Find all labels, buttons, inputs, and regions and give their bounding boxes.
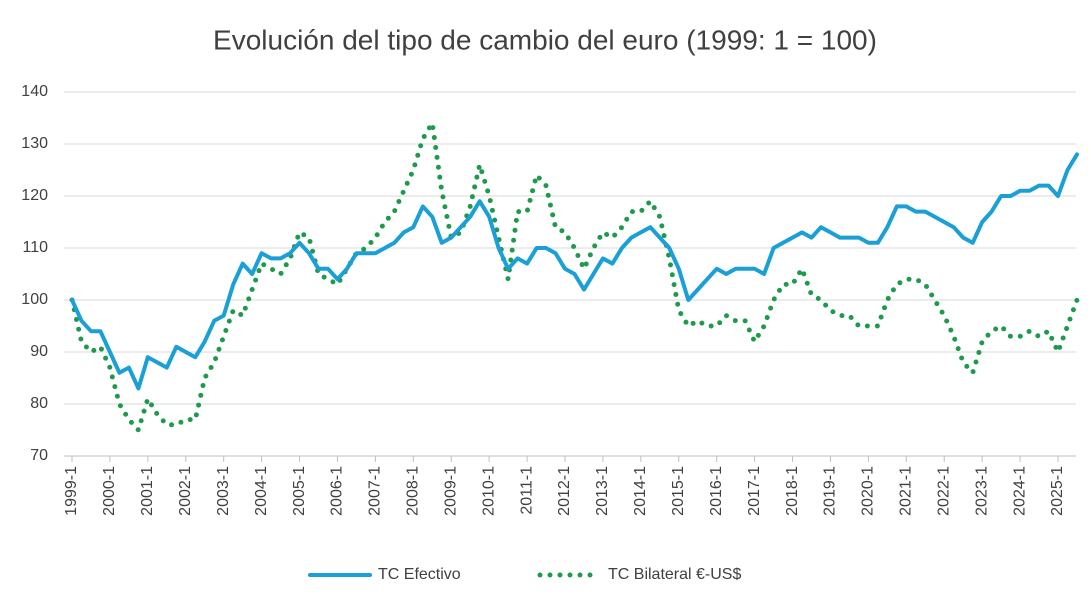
- x-tick-label: 2004-1: [253, 466, 270, 516]
- x-tick-label: 2010-1: [480, 466, 497, 516]
- x-tick-label: 2025-1: [1049, 466, 1066, 516]
- x-tick-label: 2013-1: [594, 466, 611, 516]
- y-tick-label: 130: [21, 135, 48, 152]
- series-line: [69, 120, 1080, 433]
- y-tick-label: 80: [30, 395, 48, 412]
- x-tick-label: 2021-1: [898, 466, 915, 516]
- x-tick-label: 2012-1: [556, 466, 573, 516]
- legend-label: TC Bilateral €-US$: [608, 566, 741, 583]
- x-tick-label: 2019-1: [822, 466, 839, 516]
- y-tick-label: 90: [30, 343, 48, 360]
- x-tick-label: 2006-1: [329, 466, 346, 516]
- x-tick-label: 2000-1: [101, 466, 118, 516]
- x-tick-label: 2020-1: [860, 466, 877, 516]
- x-tick-label: 1999-1: [63, 466, 80, 516]
- y-tick-label: 110: [22, 239, 48, 256]
- x-tick-label: 2023-1: [973, 466, 990, 516]
- x-tick-label: 2018-1: [784, 466, 801, 516]
- y-tick-label: 140: [21, 83, 48, 100]
- x-tick-label: 2007-1: [367, 466, 384, 516]
- x-tick-label: 2017-1: [746, 466, 763, 516]
- x-tick-label: 2015-1: [670, 466, 687, 516]
- x-tick-label: 2002-1: [177, 466, 194, 516]
- x-tick-label: 2003-1: [215, 466, 232, 516]
- x-tick-label: 2022-1: [935, 466, 952, 516]
- x-tick-label: 2001-1: [139, 466, 156, 516]
- series-line: [70, 152, 1079, 391]
- y-tick-label: 120: [21, 187, 48, 204]
- y-tick-label: 70: [30, 447, 48, 464]
- x-tick-label: 2024-1: [1011, 466, 1028, 516]
- x-tick-label: 2011-1: [518, 466, 535, 515]
- x-tick-label: 2014-1: [632, 466, 649, 516]
- x-tick-label: 2005-1: [291, 466, 308, 516]
- chart-title: Evolución del tipo de cambio del euro (1…: [213, 24, 877, 55]
- x-tick-label: 2008-1: [405, 466, 422, 516]
- legend-label: TC Efectivo: [378, 566, 461, 583]
- x-tick-label: 2016-1: [708, 466, 725, 516]
- y-tick-label: 100: [21, 291, 48, 308]
- x-tick-label: 2009-1: [442, 466, 459, 516]
